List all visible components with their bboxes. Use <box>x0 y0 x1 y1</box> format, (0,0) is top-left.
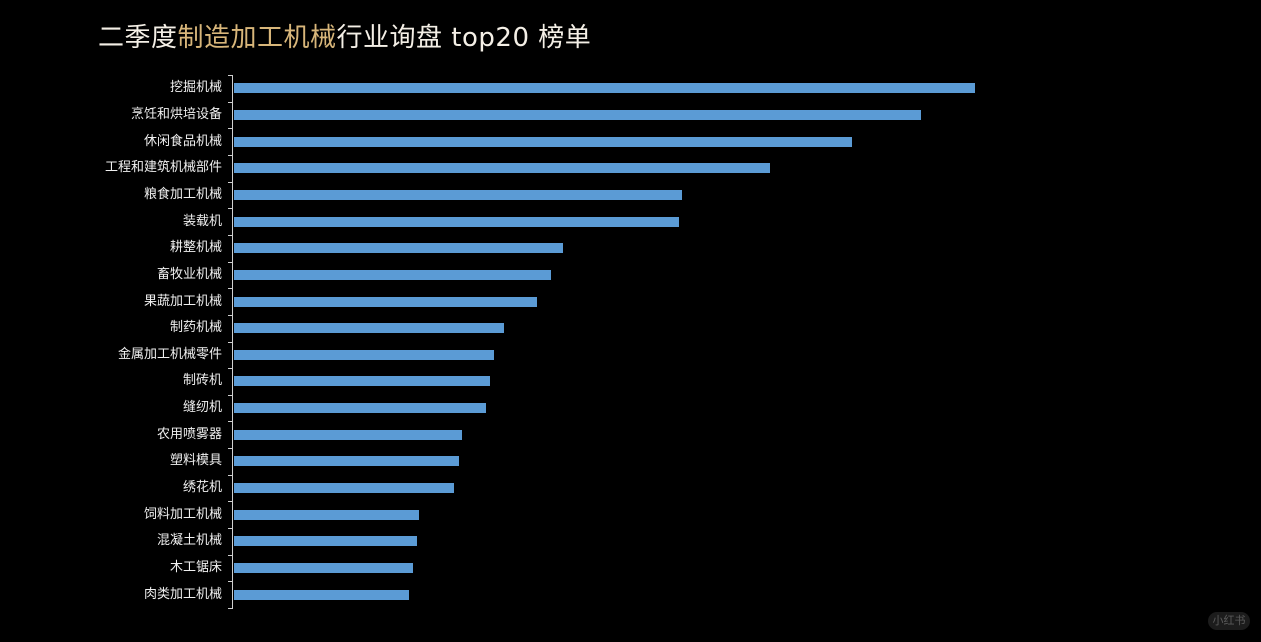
bar <box>234 83 975 93</box>
y-axis-tick <box>228 315 233 316</box>
y-axis-tick <box>228 581 233 582</box>
y-axis-tick <box>228 342 233 343</box>
y-axis-tick <box>228 395 233 396</box>
bar <box>234 563 413 573</box>
category-label: 金属加工机械零件 <box>117 347 222 362</box>
y-axis-tick <box>228 208 233 209</box>
y-axis-tick <box>228 155 233 156</box>
y-axis-tick <box>228 448 233 449</box>
bar <box>234 483 454 493</box>
category-label: 挖掘机械 <box>169 80 222 95</box>
bar <box>234 270 551 280</box>
bar <box>234 110 921 120</box>
bar <box>234 137 852 147</box>
y-axis-tick <box>228 555 233 556</box>
category-label: 缝纫机 <box>182 400 222 415</box>
bar <box>234 430 462 440</box>
watermark-badge: 小红书 <box>1208 612 1250 630</box>
category-label: 工程和建筑机械部件 <box>104 160 222 175</box>
bar <box>234 323 504 333</box>
y-axis-tick <box>228 368 233 369</box>
bar <box>234 536 417 546</box>
category-label: 耕整机械 <box>169 240 222 255</box>
bar <box>234 190 682 200</box>
category-label: 肉类加工机械 <box>143 587 222 602</box>
bar <box>234 350 494 360</box>
bar <box>234 217 679 227</box>
title-part-industry: 制造加工机械 <box>177 23 337 53</box>
category-label: 制药机械 <box>169 320 222 335</box>
category-label: 混凝土机械 <box>156 533 222 548</box>
y-axis-line <box>232 75 233 608</box>
category-label: 烹饪和烘培设备 <box>130 107 222 122</box>
y-axis-tick <box>228 102 233 103</box>
chart-title: 二季度制造加工机械行业询盘 top20 榜单 <box>98 20 591 56</box>
y-axis-tick <box>228 75 233 76</box>
category-label: 农用喷雾器 <box>156 427 222 442</box>
bar <box>234 163 770 173</box>
y-axis-tick <box>228 501 233 502</box>
y-axis-tick <box>228 421 233 422</box>
category-label: 果蔬加工机械 <box>143 294 222 309</box>
bar <box>234 403 486 413</box>
bar <box>234 297 537 307</box>
category-label: 装载机 <box>182 214 222 229</box>
bar <box>234 243 563 253</box>
category-label: 饲料加工机械 <box>143 507 222 522</box>
y-axis-tick <box>228 608 233 609</box>
y-axis-tick <box>228 475 233 476</box>
category-label: 塑料模具 <box>169 453 222 468</box>
category-label: 制砖机 <box>182 373 222 388</box>
y-axis-tick <box>228 288 233 289</box>
y-axis-tick <box>228 182 233 183</box>
category-label: 木工锯床 <box>169 560 222 575</box>
y-axis-tick <box>228 235 233 236</box>
bar <box>234 510 419 520</box>
y-axis-tick <box>228 262 233 263</box>
category-label: 休闲食品机械 <box>143 134 222 149</box>
title-part-quarter: 二季度 <box>98 23 178 53</box>
bar <box>234 590 409 600</box>
bar <box>234 456 459 466</box>
y-axis-tick <box>228 128 233 129</box>
category-label: 绣花机 <box>182 480 222 495</box>
bar <box>234 376 490 386</box>
category-label: 粮食加工机械 <box>143 187 222 202</box>
title-part-rest: 行业询盘 top20 榜单 <box>336 23 592 53</box>
category-label: 畜牧业机械 <box>156 267 222 282</box>
y-axis-tick <box>228 528 233 529</box>
